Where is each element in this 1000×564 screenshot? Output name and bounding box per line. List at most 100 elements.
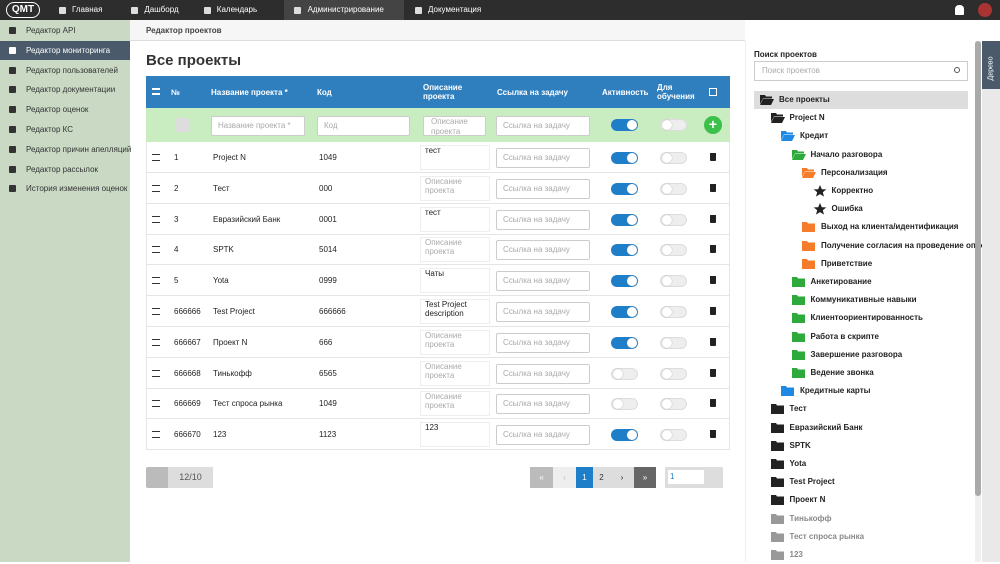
tree-node[interactable]: Персонализация: [802, 164, 888, 182]
search-input[interactable]: Поиск проектов: [754, 61, 968, 81]
training-toggle[interactable]: [660, 368, 687, 380]
nav-item[interactable]: Главная: [56, 0, 124, 20]
training-toggle[interactable]: [660, 306, 687, 318]
active-toggle[interactable]: [611, 183, 638, 195]
tree-node[interactable]: Тинькофф: [771, 510, 832, 528]
delete-icon[interactable]: [710, 430, 716, 438]
drag-icon[interactable]: [152, 246, 160, 253]
drag-icon[interactable]: [152, 216, 160, 223]
tree-node[interactable]: Работа в скрипте: [792, 328, 880, 346]
row-link[interactable]: Ссылка на задачу: [496, 425, 590, 445]
active-toggle[interactable]: [611, 275, 638, 287]
delete-icon[interactable]: [710, 215, 716, 223]
drag-icon[interactable]: [152, 277, 160, 284]
tree-node[interactable]: Ошибка: [813, 200, 863, 218]
tree-tab[interactable]: Дерево: [982, 41, 1000, 89]
nav-item[interactable]: Календарь: [201, 0, 280, 20]
page-prev[interactable]: ‹: [553, 467, 576, 488]
nav-item[interactable]: Администрирование: [284, 0, 404, 20]
nav-item[interactable]: Дашборд: [128, 0, 196, 20]
tree-node[interactable]: Проект N: [771, 491, 826, 509]
active-toggle[interactable]: [611, 337, 638, 349]
active-toggle[interactable]: [611, 306, 638, 318]
row-link[interactable]: Ссылка на задачу: [496, 394, 590, 414]
training-toggle[interactable]: [660, 183, 687, 195]
training-toggle[interactable]: [660, 398, 687, 410]
tree-node[interactable]: Корректно: [813, 182, 874, 200]
tree-node[interactable]: Выход на клиента/идентификация: [802, 218, 958, 236]
add-button[interactable]: +: [704, 116, 722, 134]
row-link[interactable]: Ссылка на задачу: [496, 210, 590, 230]
active-toggle[interactable]: [611, 398, 638, 410]
delete-icon[interactable]: [710, 307, 716, 315]
drag-icon[interactable]: [152, 339, 160, 346]
training-toggle[interactable]: [660, 244, 687, 256]
active-toggle[interactable]: [611, 244, 638, 256]
sidebar-item[interactable]: Редактор рассылок: [0, 160, 130, 179]
tree-node[interactable]: SPTK: [771, 437, 811, 455]
row-link[interactable]: Ссылка на задачу: [496, 179, 590, 199]
delete-icon[interactable]: [710, 369, 716, 377]
avatar[interactable]: [978, 3, 992, 17]
row-description[interactable]: Описание проекта: [420, 391, 490, 416]
tree-node[interactable]: Test Project: [771, 473, 835, 491]
training-toggle[interactable]: [660, 429, 687, 441]
row-link[interactable]: Ссылка на задачу: [496, 364, 590, 384]
filter-input[interactable]: Описание проекта: [423, 116, 486, 136]
tree-node[interactable]: Тест спроса рынка: [771, 528, 865, 546]
tree-node[interactable]: Тест: [771, 400, 807, 418]
delete-icon[interactable]: [710, 399, 716, 407]
row-link[interactable]: Ссылка на задачу: [496, 148, 590, 168]
sidebar-item[interactable]: Редактор документации: [0, 80, 130, 99]
sidebar-item[interactable]: Редактор КС: [0, 120, 130, 139]
delete-icon[interactable]: [710, 338, 716, 346]
row-link[interactable]: Ссылка на задачу: [496, 333, 590, 353]
filter-input[interactable]: Название проекта *: [211, 116, 305, 136]
row-description[interactable]: Чаты: [420, 268, 490, 293]
delete-icon[interactable]: [710, 245, 716, 253]
row-link[interactable]: Ссылка на задачу: [496, 302, 590, 322]
delete-icon[interactable]: [710, 153, 716, 161]
page-button[interactable]: 1: [576, 467, 593, 488]
delete-icon[interactable]: [710, 184, 716, 192]
sidebar-item[interactable]: История изменения оценок: [0, 179, 130, 198]
active-toggle[interactable]: [611, 152, 638, 164]
drag-icon[interactable]: [152, 308, 160, 315]
sidebar-item[interactable]: Редактор API: [0, 21, 130, 40]
row-description[interactable]: Описание проекта: [420, 361, 490, 386]
tree-node[interactable]: Yota: [771, 455, 807, 473]
row-description[interactable]: Описание проекта: [420, 330, 490, 355]
drag-icon[interactable]: [152, 154, 160, 161]
row-description[interactable]: 123: [420, 422, 490, 447]
page-last[interactable]: »: [634, 467, 656, 488]
tree-node[interactable]: Кредит: [781, 127, 828, 145]
bell-icon[interactable]: [955, 5, 964, 15]
training-toggle[interactable]: [660, 214, 687, 226]
filter-input[interactable]: Код: [317, 116, 410, 136]
page-next[interactable]: ›: [610, 467, 634, 488]
tree-node[interactable]: Евразийский Банк: [771, 419, 863, 437]
tree-node[interactable]: Ведение звонка: [792, 364, 874, 382]
tree-node[interactable]: Получение согласия на проведение опроса: [802, 237, 994, 255]
sidebar-item[interactable]: Редактор пользователей: [0, 61, 130, 80]
tree-node[interactable]: 123: [771, 546, 803, 564]
active-toggle[interactable]: [611, 429, 638, 441]
filter-toggle[interactable]: [660, 119, 687, 131]
drag-icon[interactable]: [152, 185, 160, 192]
training-toggle[interactable]: [660, 152, 687, 164]
tree-node[interactable]: Приветствие: [802, 255, 872, 273]
sidebar-item[interactable]: Редактор мониторинга: [0, 41, 130, 60]
row-link[interactable]: Ссылка на задачу: [496, 271, 590, 291]
tree-node[interactable]: Project N: [771, 109, 825, 127]
tree-node[interactable]: Начало разговора: [792, 146, 883, 164]
tree-node[interactable]: Клиентоориентированность: [792, 309, 923, 327]
sidebar-item[interactable]: Редактор причин апелляций: [0, 140, 130, 159]
row-description[interactable]: Описание проекта: [420, 176, 490, 201]
row-description[interactable]: тест: [420, 207, 490, 232]
row-description[interactable]: тест: [420, 145, 490, 170]
sidebar-item[interactable]: Редактор оценок: [0, 100, 130, 119]
tree-node[interactable]: Завершение разговора: [792, 346, 903, 364]
filter-input[interactable]: Ссылка на задачу: [496, 116, 590, 136]
active-toggle[interactable]: [611, 368, 638, 380]
drag-icon[interactable]: [152, 400, 160, 407]
